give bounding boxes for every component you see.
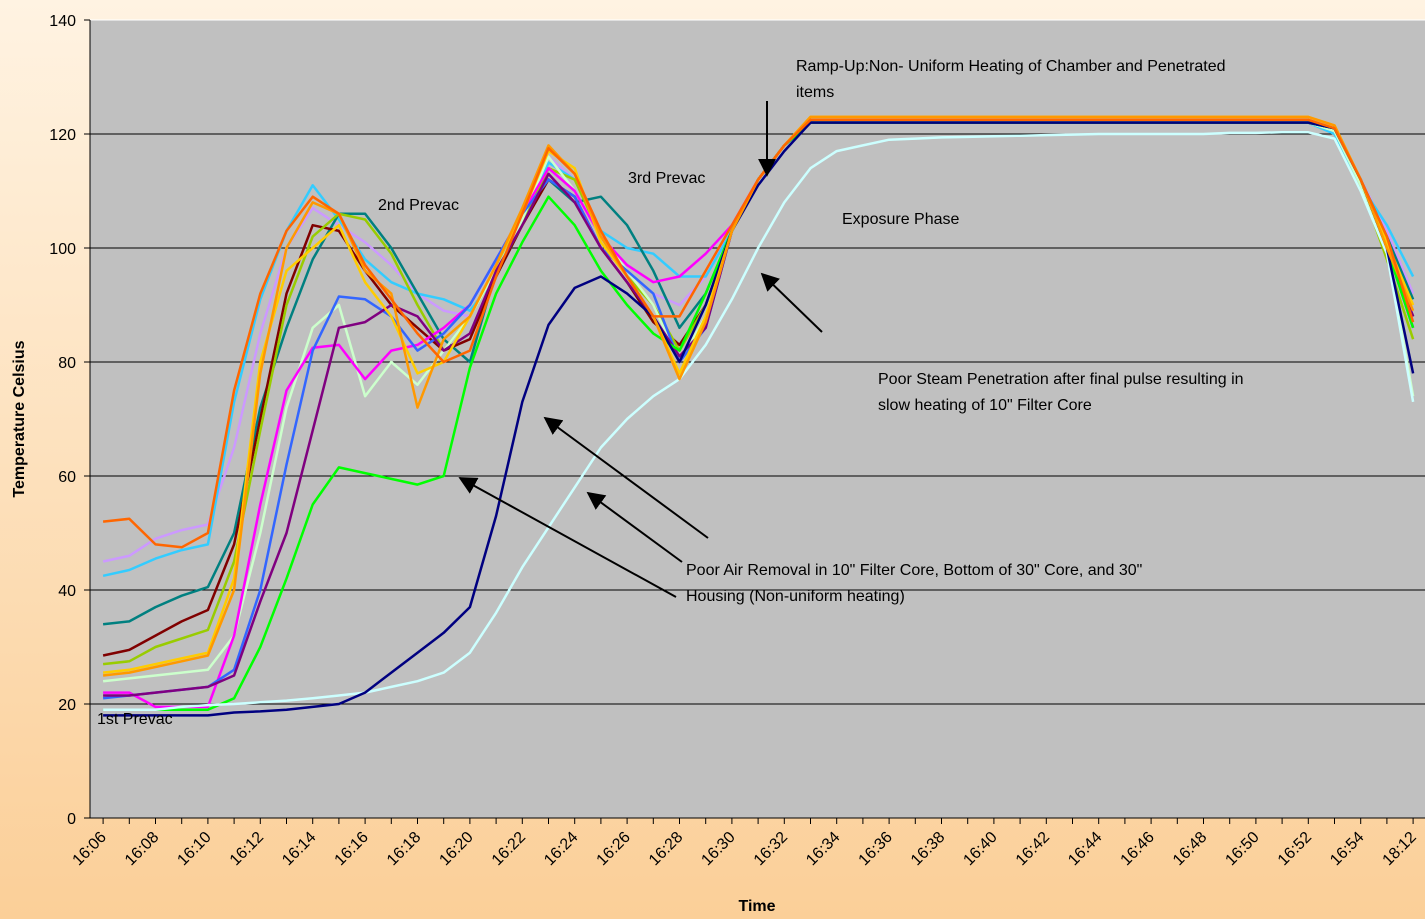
series-line: [103, 131, 1415, 711]
series-line: [103, 121, 1415, 717]
y-tick-label: 0: [67, 811, 76, 828]
y-tick-label: 120: [49, 127, 76, 144]
arrow: [458, 477, 677, 598]
y-axis-title: Temperature Celsius: [11, 340, 28, 497]
arrow: [760, 272, 823, 333]
annotation: Ramp-Up:Non- Uniform Heating of Chamber …: [796, 58, 1226, 75]
y-tick-label: 60: [58, 469, 76, 486]
y-tick-label: 100: [49, 241, 76, 258]
y-tick-label: 80: [58, 355, 76, 372]
plot-area: [90, 20, 1425, 818]
annotation: Poor Air Removal in 10" Filter Core, Bot…: [686, 562, 1142, 579]
annotation: Poor Steam Penetration after final pulse…: [878, 371, 1244, 388]
y-tick-label: 140: [49, 13, 76, 30]
annotation: items: [796, 84, 834, 101]
arrow: [586, 491, 683, 563]
series-lines: [102, 115, 1415, 717]
series-line: [102, 118, 1415, 549]
annotation: 3rd Prevac: [628, 170, 705, 187]
y-tick-label: 40: [58, 583, 76, 600]
annotation: slow heating of 10" Filter Core: [878, 397, 1092, 414]
annotation: 2nd Prevac: [378, 197, 459, 214]
annotation: Exposure Phase: [842, 211, 960, 228]
x-axis-title: Time: [738, 898, 775, 915]
annotation: 1st Prevac: [97, 711, 173, 728]
annotation: Housing (Non-uniform heating): [686, 588, 905, 605]
y-tick-label: 20: [58, 697, 76, 714]
arrows: [458, 101, 823, 598]
arrow: [543, 416, 709, 539]
